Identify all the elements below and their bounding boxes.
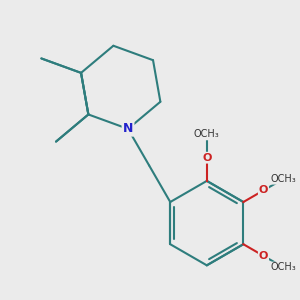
Text: O: O	[259, 185, 268, 195]
Text: OCH₃: OCH₃	[271, 262, 296, 272]
Text: OCH₃: OCH₃	[194, 130, 220, 140]
Text: O: O	[202, 153, 212, 163]
Text: N: N	[123, 122, 133, 135]
Text: O: O	[259, 251, 268, 261]
Text: OCH₃: OCH₃	[271, 174, 296, 184]
